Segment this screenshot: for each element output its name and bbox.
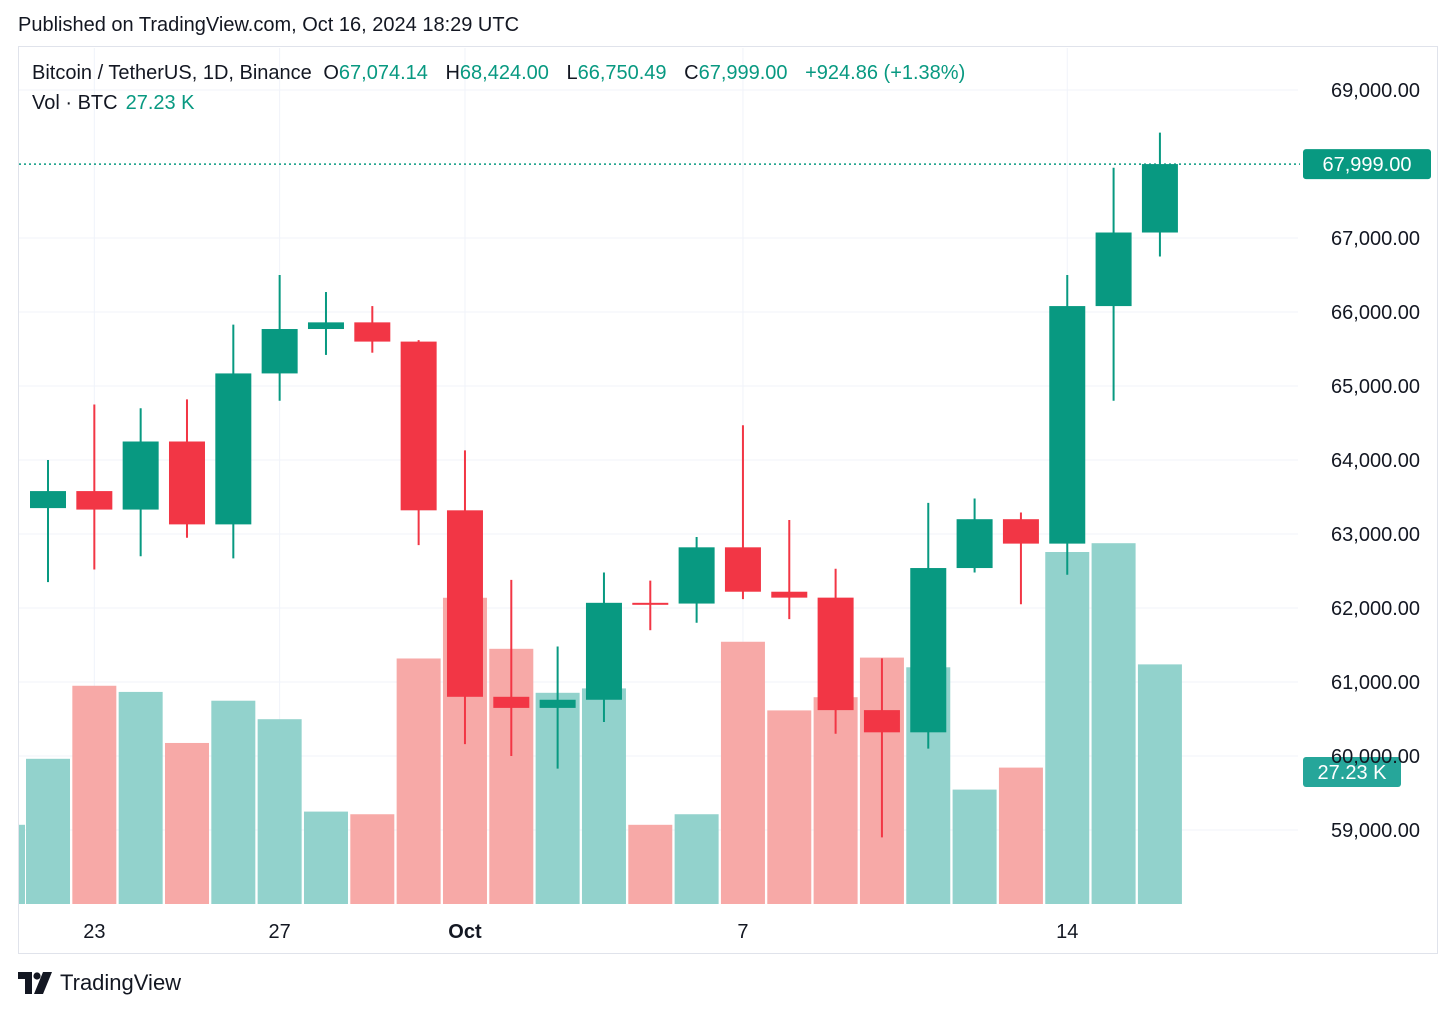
volume-bar[interactable]	[164, 742, 209, 904]
y-tick-label: 62,000.00	[1331, 598, 1420, 620]
candle-body[interactable]	[1095, 232, 1132, 307]
volume-bar[interactable]	[767, 710, 812, 904]
last-volume-label: 27.23 K	[1318, 762, 1388, 784]
high-value: 68,424.00	[459, 62, 549, 84]
y-tick-label: 60,000.00	[1331, 746, 1420, 768]
y-tick-label: 66,000.00	[1331, 302, 1420, 324]
candle-body[interactable]	[493, 696, 530, 708]
candle-body[interactable]	[168, 441, 205, 525]
volume-label[interactable]: Vol · BTC	[32, 92, 118, 114]
y-tick-label: 65,000.00	[1331, 376, 1420, 398]
last-price-badge	[1303, 149, 1431, 180]
volume-bar[interactable]	[1045, 552, 1090, 904]
candle-body[interactable]	[1141, 164, 1178, 233]
open-label: O	[323, 62, 339, 84]
candle-body[interactable]	[817, 597, 854, 711]
volume-bar[interactable]	[952, 789, 997, 904]
overlays: 67,999.00 27.23 K	[19, 149, 1431, 787]
low-label: L	[566, 62, 578, 84]
price-axis: 69,000.00 67,000.00 66,000.00 65,000.00 64,0…	[1331, 80, 1420, 842]
y-tick-label: 64,000.00	[1331, 450, 1420, 472]
chart-frame	[18, 46, 1438, 954]
last-price-label: 67,999.00	[1323, 154, 1412, 176]
x-tick-label: 14	[1056, 921, 1078, 943]
volume-bar	[19, 824, 25, 904]
volume-bar[interactable]	[628, 824, 673, 904]
x-tick-label: Oct	[448, 921, 482, 943]
y-tick-label: 59,000.00	[1331, 820, 1420, 842]
tradingview-brand[interactable]: TradingView	[18, 970, 181, 996]
time-axis: 23 27 Oct 7 14	[83, 921, 1078, 943]
volume-bar[interactable]	[396, 658, 441, 904]
candle-body[interactable]	[585, 602, 622, 700]
volume-bar[interactable]	[26, 758, 70, 904]
volume-bar[interactable]	[257, 719, 302, 904]
candle-body[interactable]	[539, 699, 576, 708]
candle-body[interactable]	[446, 510, 483, 697]
y-tick-label: 67,000.00	[1331, 228, 1420, 250]
candle-body[interactable]	[261, 329, 298, 374]
candle-body[interactable]	[771, 591, 808, 598]
volume-bar[interactable]	[211, 700, 256, 904]
tradingview-logo-icon	[18, 972, 52, 994]
close-label: C	[684, 62, 699, 84]
close-value: 67,999.00	[698, 62, 788, 84]
y-tick-label: 61,000.00	[1331, 672, 1420, 694]
volume-legend: Vol · BTC 27.23 K	[32, 92, 195, 115]
volume-value: 27.23 K	[125, 92, 195, 114]
volume-bar[interactable]	[1091, 543, 1136, 904]
y-tick-label: 69,000.00	[1331, 80, 1420, 102]
volume-bar[interactable]	[350, 814, 395, 904]
candle-body[interactable]	[632, 602, 669, 605]
candle-body[interactable]	[863, 710, 900, 733]
volume-bar[interactable]	[1137, 664, 1182, 904]
volume-bar[interactable]	[303, 811, 348, 904]
candle-body[interactable]	[724, 547, 761, 592]
last-volume-badge	[1303, 757, 1401, 787]
candle-body[interactable]	[678, 547, 715, 604]
open-value: 67,074.14	[338, 62, 428, 84]
candle-body[interactable]	[400, 341, 437, 511]
candle-body[interactable]	[1002, 519, 1039, 544]
published-caption: Published on TradingView.com, Oct 16, 20…	[18, 14, 520, 36]
symbol-legend: Bitcoin / TetherUS, 1D, Binance O67,074.…	[32, 62, 971, 85]
low-value: 66,750.49	[577, 62, 667, 84]
candles	[30, 132, 1178, 838]
x-tick-label: 27	[269, 921, 291, 943]
candle-body[interactable]	[354, 322, 391, 342]
candle-body[interactable]	[122, 441, 159, 510]
volume-bars	[19, 543, 1182, 904]
change-value: +924.86 (+1.38%)	[805, 62, 966, 84]
volume-bar[interactable]	[118, 691, 163, 904]
x-tick-label: 23	[83, 921, 105, 943]
volume-bar[interactable]	[998, 767, 1043, 904]
candle-body[interactable]	[1049, 306, 1086, 544]
candle-body[interactable]	[307, 322, 344, 330]
candle-body[interactable]	[76, 491, 113, 510]
high-label: H	[445, 62, 460, 84]
y-tick-label: 63,000.00	[1331, 524, 1420, 546]
symbol-name[interactable]: Bitcoin / TetherUS, 1D, Binance	[32, 62, 312, 84]
x-tick-label: 7	[737, 921, 748, 943]
volume-bar[interactable]	[720, 641, 765, 904]
candle-body[interactable]	[910, 568, 947, 733]
candle-body[interactable]	[215, 373, 252, 525]
candle-body[interactable]	[956, 519, 993, 569]
brand-name: TradingView	[60, 970, 182, 995]
volume-bar[interactable]	[674, 814, 719, 904]
candle-body[interactable]	[30, 491, 66, 509]
volume-bar[interactable]	[581, 688, 626, 904]
volume-bar[interactable]	[72, 685, 117, 904]
